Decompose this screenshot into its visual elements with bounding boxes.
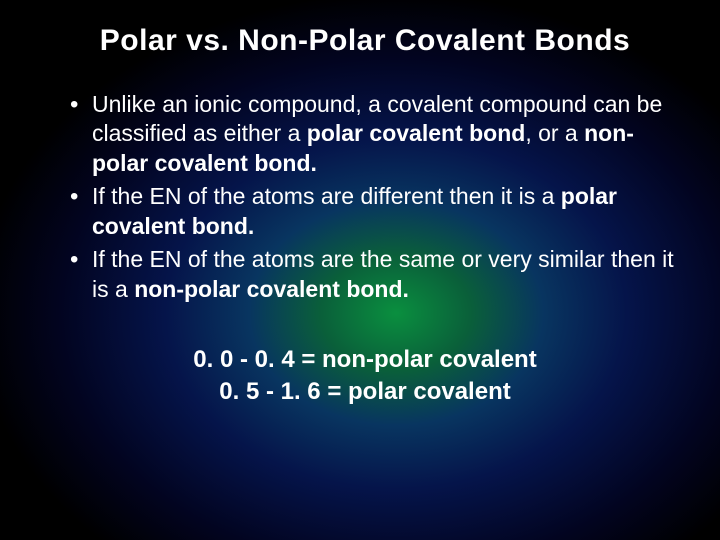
bullet-list: Unlike an ionic compound, a covalent com… bbox=[50, 90, 680, 304]
ranges-block: 0. 0 - 0. 4 = non-polar covalent 0. 5 - … bbox=[50, 344, 680, 409]
bullet-bold: polar covalent bond bbox=[307, 120, 526, 146]
bullet-bold: non-polar covalent bond. bbox=[134, 276, 409, 302]
bullet-item: If the EN of the atoms are different the… bbox=[70, 182, 680, 241]
range-nonpolar: 0. 0 - 0. 4 = non-polar covalent bbox=[50, 344, 680, 376]
bullet-text: If the EN of the atoms are different the… bbox=[92, 183, 561, 209]
bullet-item: Unlike an ionic compound, a covalent com… bbox=[70, 90, 680, 178]
bullet-item: If the EN of the atoms are the same or v… bbox=[70, 245, 680, 304]
slide-title: Polar vs. Non-Polar Covalent Bonds bbox=[50, 24, 680, 58]
range-polar: 0. 5 - 1. 6 = polar covalent bbox=[50, 376, 680, 408]
bullet-text: , or a bbox=[525, 120, 584, 146]
slide: Polar vs. Non-Polar Covalent Bonds Unlik… bbox=[0, 0, 720, 409]
